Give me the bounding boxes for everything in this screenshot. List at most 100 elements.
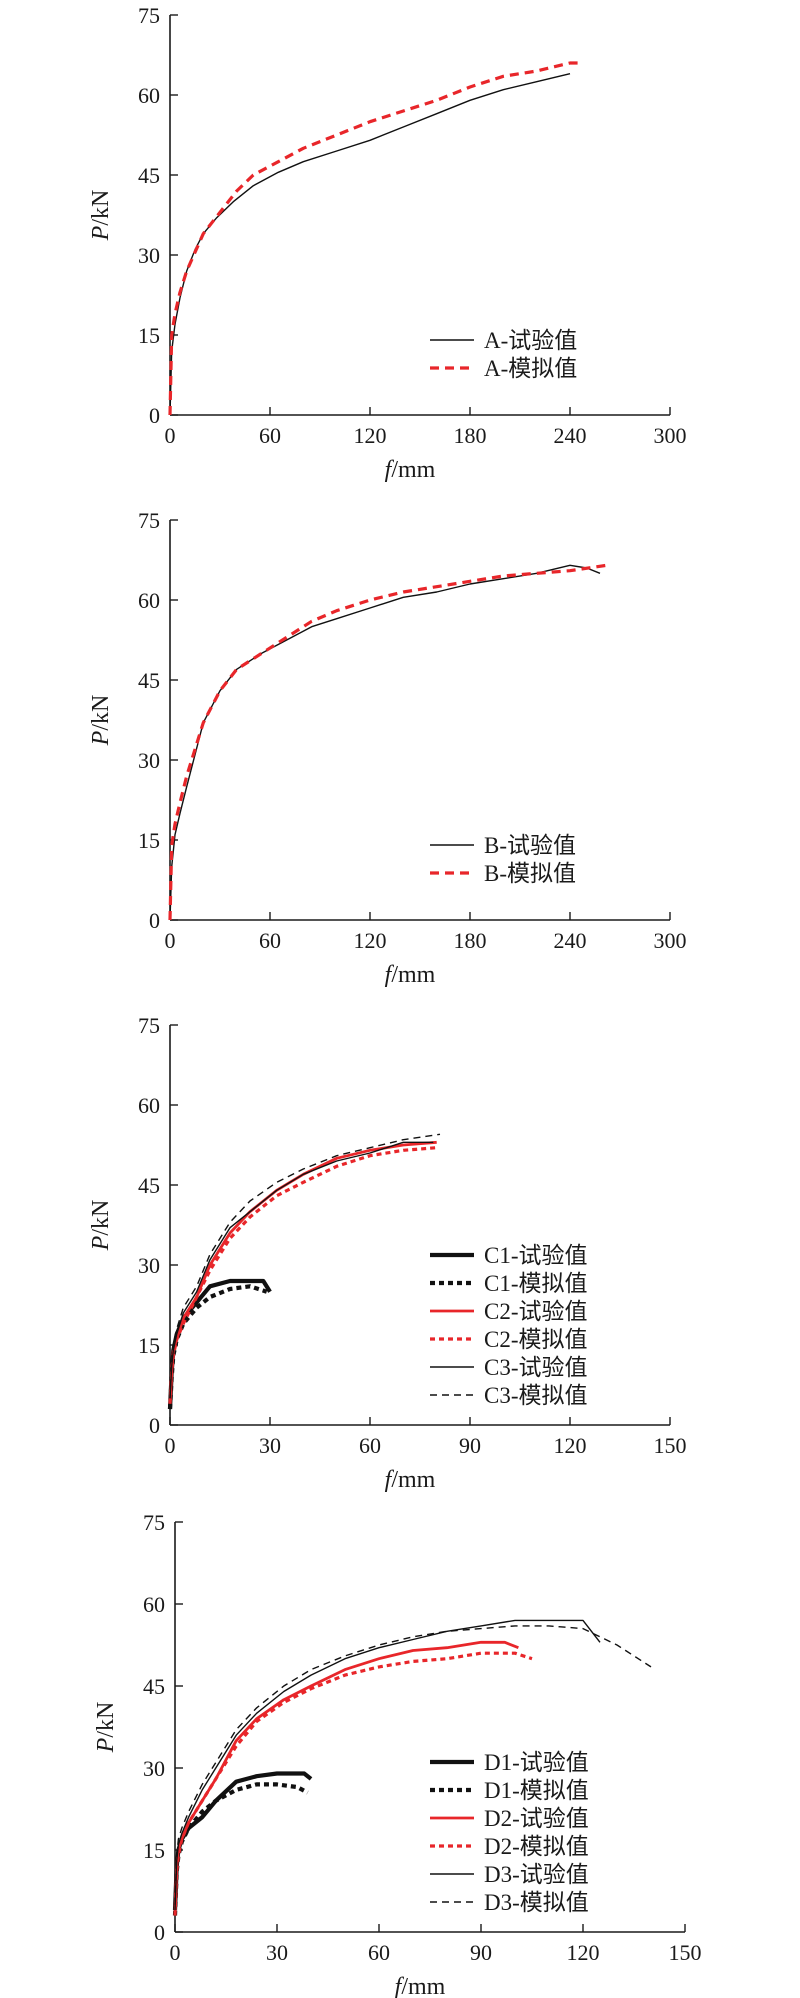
y-axis-label-symbol: P [88,730,114,746]
series-line-B-模拟值 [168,563,607,921]
y-tick-label: 0 [149,403,160,428]
chart-panel-1: 0 15 30 45 60 75 0 60 120 180 240 300 f/mm P/kN A-试验值 A… [88,3,687,483]
x-tick-label: 0 [165,1433,176,1458]
x-axis-label-symbol: f [385,457,395,483]
y-tick-label: 75 [138,1013,160,1038]
series-line-D3-试验值 [174,1619,601,1911]
chart-panel-4: 0 15 30 45 60 75 0 30 60 90 120 150 f/mm P/kN D1-试验值 D1… [93,1510,702,1998]
y-tick-label: 60 [138,83,160,108]
x-tick-label: 60 [368,1940,390,1965]
x-tick-label: 0 [165,928,176,953]
y-tick-label: 45 [138,163,160,188]
legend-label: D1-模拟值 [484,1778,589,1803]
legend-label: C1-模拟值 [484,1271,588,1296]
x-tick-label: 60 [259,423,281,448]
x-axis-label-unit: /mm [401,1974,445,1998]
legend-label: B-试验值 [484,833,576,858]
legend-label: C1-试验值 [484,1243,588,1268]
legend-label: A-试验值 [484,328,577,353]
series-line-A-模拟值 [168,61,580,416]
x-axis-label: f/mm [385,962,436,988]
y-tick-label: 15 [138,323,160,348]
series-line-B-试验值 [169,564,601,921]
x-axis-label: f/mm [385,1467,436,1493]
x-tick-label: 300 [654,423,687,448]
x-axis-label: f/mm [385,457,436,483]
y-tick-label: 15 [138,828,160,853]
x-tick-label: 120 [354,423,387,448]
y-tick-label: 75 [138,3,160,28]
y-tick-label: 30 [138,1253,160,1278]
series-line-C2-模拟值 [168,1146,437,1404]
x-tick-label: 150 [654,1433,687,1458]
y-tick-label: 75 [138,508,160,533]
x-tick-label: 0 [170,1940,181,1965]
y-axis-label-unit: /kN [88,1200,114,1236]
x-tick-label: 90 [459,1433,481,1458]
y-tick-label: 30 [143,1756,165,1781]
legend-label: C2-模拟值 [484,1327,588,1352]
y-axis-label: P/kN [88,695,114,747]
x-tick-label: 180 [454,423,487,448]
series-line-C1-模拟值 [167,1284,268,1410]
x-tick-label: 30 [259,1433,281,1458]
y-tick-label: 0 [149,1413,160,1438]
series-line-D2-模拟值 [173,1651,533,1916]
y-tick-label: 15 [138,1333,160,1358]
legend-label: D2-模拟值 [484,1834,589,1859]
y-tick-label: 30 [138,243,160,268]
x-axis-label: f/mm [395,1974,446,1998]
x-tick-label: 240 [554,928,587,953]
x-tick-label: 120 [554,1433,587,1458]
x-tick-label: 120 [354,928,387,953]
legend-label: B-模拟值 [484,861,576,886]
series-line-D1-试验值 [172,1771,313,1911]
y-axis-label: P/kN [93,1702,119,1754]
x-tick-label: 240 [554,423,587,448]
y-axis-label-symbol: P [88,225,114,241]
x-tick-label: 90 [470,1940,492,1965]
legend-label: D2-试验值 [484,1806,589,1831]
y-tick-label: 45 [138,668,160,693]
series-line-C1-试验值 [167,1278,272,1410]
y-tick-label: 0 [154,1920,165,1945]
x-tick-label: 120 [567,1940,600,1965]
x-tick-label: 60 [259,928,281,953]
y-tick-label: 0 [149,908,160,933]
series-line-C3-模拟值 [169,1133,441,1399]
x-axis-label-symbol: f [385,962,395,988]
x-tick-label: 30 [266,1940,288,1965]
y-tick-label: 60 [138,588,160,613]
legend-label: D3-模拟值 [484,1890,589,1915]
legend-label: D3-试验值 [484,1862,589,1887]
y-axis-label-symbol: P [93,1737,119,1753]
y-tick-label: 45 [138,1173,160,1198]
series-line-D3-模拟值 [174,1625,652,1905]
x-axis-label-unit: /mm [391,962,435,988]
x-axis-label-unit: /mm [391,1467,435,1493]
chart-panel-2: 0 15 30 45 60 75 0 60 120 180 240 300 f/mm P/kN B-试验值 B… [88,508,687,988]
x-tick-label: 150 [669,1940,702,1965]
y-tick-label: 15 [143,1838,165,1863]
legend-label: C3-模拟值 [484,1383,588,1408]
y-tick-label: 60 [138,1093,160,1118]
legend-label: A-模拟值 [484,356,577,381]
chart-panel-3: 0 15 30 45 60 75 0 30 60 90 120 150 f/mm P/kN C1-试验值 C1… [88,1013,687,1493]
y-tick-label: 30 [138,748,160,773]
x-tick-label: 180 [454,928,487,953]
x-tick-label: 0 [165,423,176,448]
legend-label: D1-试验值 [484,1750,589,1775]
x-axis-label-symbol: f [395,1974,405,1998]
y-axis-label: P/kN [88,190,114,242]
legend-label: C3-试验值 [484,1355,588,1380]
x-tick-label: 60 [359,1433,381,1458]
x-axis-label-symbol: f [385,1467,395,1493]
y-tick-label: 75 [143,1510,165,1535]
y-axis-label-symbol: P [88,1235,114,1251]
y-tick-label: 60 [143,1592,165,1617]
y-tick-label: 45 [143,1674,165,1699]
x-tick-label: 300 [654,928,687,953]
legend-label: C2-试验值 [484,1299,588,1324]
